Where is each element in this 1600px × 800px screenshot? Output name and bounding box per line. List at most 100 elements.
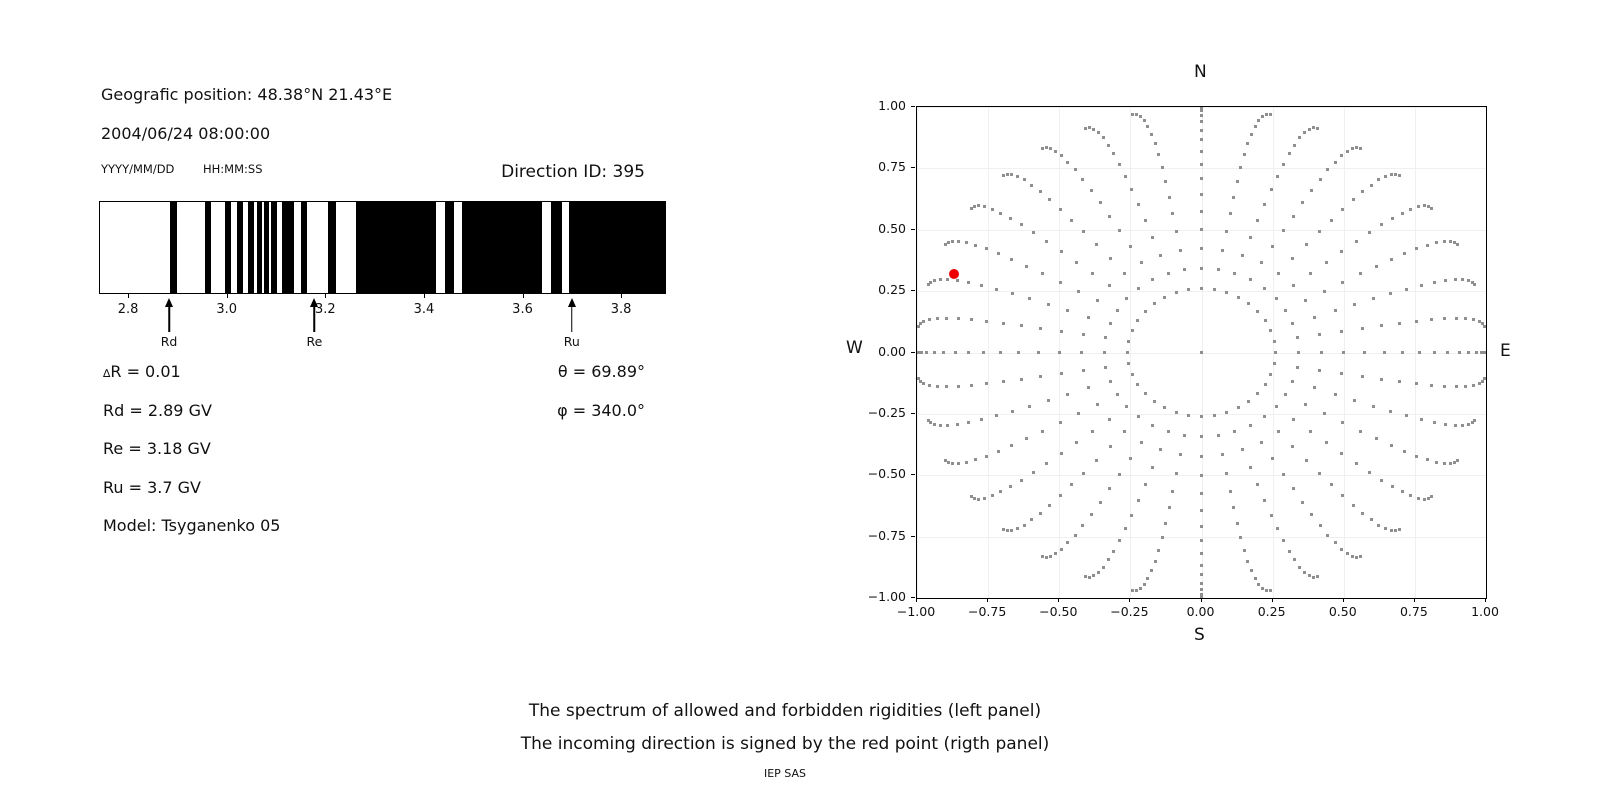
scatter-dot (1137, 499, 1140, 503)
scatter-dot (1444, 422, 1448, 426)
scatter-dot (1106, 558, 1110, 562)
scatter-dot (1310, 513, 1314, 517)
scatter-dot (1433, 351, 1437, 354)
scatter-dot (1350, 554, 1354, 558)
scatter-dot (1272, 362, 1276, 366)
scatter-dot (944, 458, 948, 462)
scatter-dot (1272, 339, 1276, 343)
scatter-dot (1429, 318, 1433, 322)
scatter-dot (1106, 143, 1110, 147)
scatter-dot (1361, 190, 1365, 194)
scatter-dot (1242, 153, 1246, 157)
scatter-dot (1432, 281, 1436, 285)
scatter-dot (1019, 323, 1023, 327)
scatter-dot (1200, 120, 1203, 124)
scatter-dot (1010, 258, 1014, 262)
scatter-dot (1096, 570, 1100, 574)
scatter-dot (1137, 202, 1140, 206)
scatter-dot (980, 417, 984, 421)
scatter-dot (1312, 315, 1316, 319)
scatter-dot (1089, 513, 1093, 517)
scatter-dot (1341, 207, 1345, 211)
scatter-dot (1212, 413, 1216, 417)
scatter-dot (1090, 272, 1094, 276)
scatter-dot (967, 420, 971, 424)
scatter-dot (1477, 319, 1481, 323)
scatter-dot (1171, 212, 1175, 216)
scatter-dot (1001, 321, 1005, 325)
scatter-dot (1464, 317, 1468, 321)
scatter-dot (1174, 291, 1178, 295)
scatter-dot (1025, 437, 1029, 441)
scatter-dot (1124, 527, 1127, 531)
scatter-dot (1073, 533, 1077, 537)
scatter-dot (928, 421, 932, 425)
scatter-dot (1128, 457, 1132, 461)
scatter-dot (972, 204, 976, 208)
scatter-dot (1358, 429, 1362, 433)
scatter-dot (1108, 257, 1112, 260)
scatter-dot (1318, 177, 1322, 181)
rigidity-spectrum-plot (99, 201, 666, 294)
arrow-stem (571, 306, 573, 332)
scatter-dot (1127, 339, 1131, 343)
allowed-band (224, 202, 232, 293)
scatter-dot (1164, 521, 1168, 525)
scatter-dot (1287, 152, 1291, 156)
time-format-label: HH:MM:SS (203, 162, 263, 176)
scatter-dot (1066, 541, 1070, 545)
scatter-dot (1380, 478, 1384, 482)
scatter-dot (1066, 392, 1070, 396)
scatter-dot (1157, 153, 1161, 157)
scatter-dot (1046, 398, 1050, 402)
scatter-dot (946, 278, 950, 282)
scatter-dot (1384, 527, 1388, 531)
scatter-dot (1137, 415, 1141, 419)
x-tick-label: 0.50 (1328, 604, 1357, 619)
scatter-dot (969, 206, 973, 210)
scatter-dot (1474, 351, 1478, 354)
scatter-dot (1403, 449, 1407, 453)
scatter-dot (918, 379, 922, 383)
gridline-horizontal (917, 413, 1486, 415)
scatter-dot (1377, 523, 1381, 527)
scatter-dot (1241, 448, 1245, 452)
scatter-dot (1017, 351, 1021, 354)
scatter-dot (1022, 178, 1026, 182)
scatter-dot (1081, 333, 1085, 336)
scatter-dot (1340, 329, 1344, 333)
scatter-dot (1142, 119, 1146, 123)
scatter-dot (1467, 351, 1471, 354)
scatter-dot (1414, 319, 1418, 323)
scatter-dot (1242, 548, 1246, 552)
scatter-dot (1131, 589, 1135, 593)
scatter-dot (1151, 423, 1155, 427)
scatter-dot (1257, 119, 1261, 123)
scatter-dot (1087, 315, 1090, 319)
y-tick-mark (911, 290, 915, 292)
scatter-dot (1151, 278, 1155, 282)
scatter-dot (1416, 205, 1420, 209)
scatter-dot (1200, 247, 1203, 251)
scatter-dot (1250, 569, 1254, 573)
scatter-dot (1139, 261, 1143, 265)
scatter-dot (1317, 471, 1321, 475)
scatter-dot (1303, 570, 1307, 574)
cutoff-arrow-label: Ru (563, 334, 580, 349)
scatter-dot (1405, 287, 1409, 291)
scatter-dot (1115, 392, 1119, 396)
scatter-dot (1130, 188, 1134, 192)
scatter-dot (1010, 173, 1014, 177)
scatter-dot (1216, 433, 1220, 437)
x-tick-mark (916, 598, 917, 602)
scatter-dot (1092, 574, 1096, 578)
scatter-dot (1092, 127, 1096, 131)
scatter-dot (1472, 383, 1476, 387)
scatter-dot (1125, 404, 1129, 408)
scatter-dot (1081, 368, 1085, 372)
scatter-dot (1256, 218, 1259, 222)
scatter-dot (1073, 168, 1077, 172)
scatter-dot (1253, 577, 1257, 580)
scatter-dot (1164, 180, 1168, 184)
scatter-dot (1359, 147, 1363, 151)
